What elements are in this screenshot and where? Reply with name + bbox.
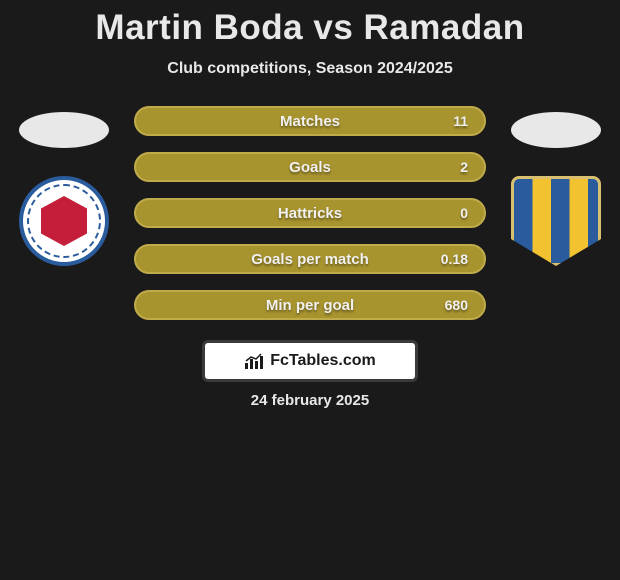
stat-label: Min per goal — [266, 297, 354, 314]
source-logo-text: FcTables.com — [270, 352, 376, 370]
stat-value-right: 680 — [445, 297, 468, 313]
page-title: Martin Boda vs Ramadan — [0, 8, 620, 48]
stat-label: Hattricks — [278, 205, 342, 222]
player-right-column — [506, 106, 606, 266]
source-logo[interactable]: FcTables.com — [202, 340, 418, 382]
stat-row-min-per-goal: Min per goal 680 — [134, 290, 486, 320]
stat-value-right: 0.18 — [441, 251, 468, 267]
stat-value-right: 0 — [460, 205, 468, 221]
stat-row-goals: Goals 2 — [134, 152, 486, 182]
content-row: Matches 11 Goals 2 Hattricks 0 Goals per… — [0, 106, 620, 320]
stat-value-right: 11 — [453, 113, 468, 129]
stat-label: Goals — [289, 159, 331, 176]
player-left-avatar — [19, 112, 109, 148]
player-right-avatar — [511, 112, 601, 148]
club-badge-left — [19, 176, 109, 266]
stat-row-matches: Matches 11 — [134, 106, 486, 136]
stat-row-goals-per-match: Goals per match 0.18 — [134, 244, 486, 274]
player-left-column — [14, 106, 114, 266]
stat-row-hattricks: Hattricks 0 — [134, 198, 486, 228]
stat-label: Goals per match — [251, 251, 369, 268]
stats-column: Matches 11 Goals 2 Hattricks 0 Goals per… — [134, 106, 486, 320]
stat-value-right: 2 — [460, 159, 468, 175]
club-badge-right — [511, 176, 601, 266]
comparison-card: Martin Boda vs Ramadan Club competitions… — [0, 0, 620, 409]
stat-label: Matches — [280, 113, 340, 130]
page-subtitle: Club competitions, Season 2024/2025 — [0, 60, 620, 78]
chart-icon — [244, 352, 264, 370]
date-label: 24 february 2025 — [0, 392, 620, 409]
